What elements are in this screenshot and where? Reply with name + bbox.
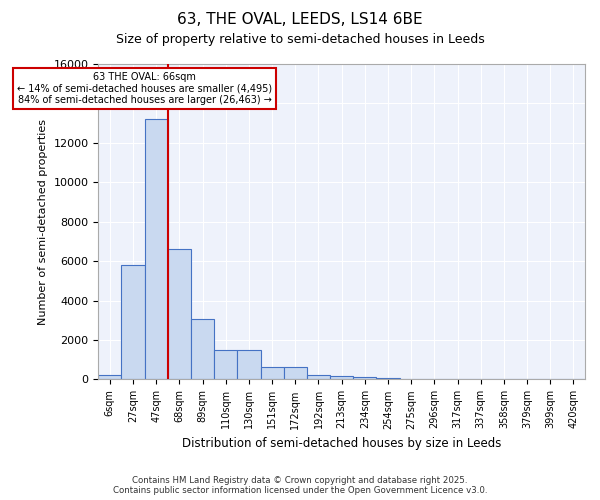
- Bar: [400, 378, 423, 380]
- Text: 63, THE OVAL, LEEDS, LS14 6BE: 63, THE OVAL, LEEDS, LS14 6BE: [177, 12, 423, 28]
- X-axis label: Distribution of semi-detached houses by size in Leeds: Distribution of semi-detached houses by …: [182, 437, 502, 450]
- Text: Size of property relative to semi-detached houses in Leeds: Size of property relative to semi-detach…: [116, 32, 484, 46]
- Bar: [307, 374, 330, 380]
- Bar: [214, 350, 238, 380]
- Bar: [145, 119, 168, 380]
- Bar: [168, 250, 191, 380]
- Bar: [98, 374, 121, 380]
- Y-axis label: Number of semi-detached properties: Number of semi-detached properties: [38, 118, 48, 324]
- Text: 63 THE OVAL: 66sqm
← 14% of semi-detached houses are smaller (4,495)
84% of semi: 63 THE OVAL: 66sqm ← 14% of semi-detache…: [17, 72, 272, 105]
- Bar: [330, 376, 353, 380]
- Bar: [260, 367, 284, 380]
- Bar: [238, 350, 260, 380]
- Bar: [353, 377, 376, 380]
- Bar: [376, 378, 400, 380]
- Bar: [284, 367, 307, 380]
- Bar: [121, 265, 145, 380]
- Bar: [191, 320, 214, 380]
- Text: Contains HM Land Registry data © Crown copyright and database right 2025.
Contai: Contains HM Land Registry data © Crown c…: [113, 476, 487, 495]
